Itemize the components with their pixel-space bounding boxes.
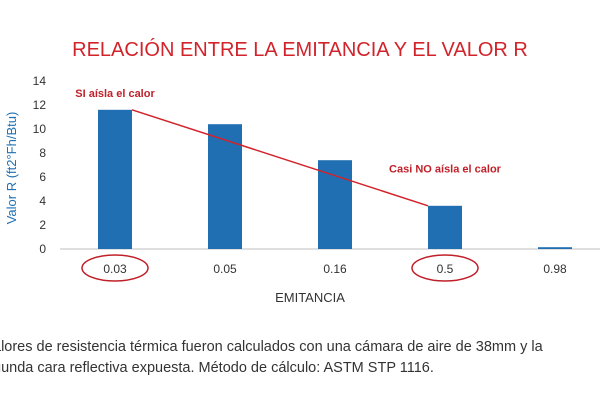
footnote: alores de resistencia térmica fueron cal…: [0, 337, 600, 379]
highlight-ellipse-0.03: [81, 254, 149, 282]
x-tick-label: 0.98: [543, 262, 567, 276]
bar-0.98: [538, 247, 572, 249]
x-tick-label: 0.16: [323, 262, 347, 276]
y-tick-label: 14: [33, 74, 47, 88]
y-tick-label: 0: [39, 242, 46, 256]
trend-line: [131, 109, 429, 207]
annotations: SI aísla el calor Casi NO aísla el calor: [75, 88, 501, 176]
y-tick-label: 4: [39, 194, 46, 208]
y-tick-label: 2: [39, 218, 46, 232]
bar-0.5: [428, 205, 462, 249]
y-tick-label: 8: [39, 146, 46, 160]
x-axis-ticks: 0.03 0.05 0.16 0.5 0.98: [103, 262, 567, 276]
y-axis-label: Valor R (ft2°Fh/Btu): [4, 112, 19, 225]
bar-0.16: [318, 160, 352, 249]
annotation-2: Casi NO aísla el calor: [389, 164, 502, 176]
bar-series: [98, 109, 572, 249]
footnote-line-2: gunda cara reflectiva expuesta. Método d…: [0, 360, 434, 376]
bar-0.05: [208, 124, 242, 249]
x-tick-label: 0.5: [437, 262, 454, 276]
y-tick-label: 10: [33, 122, 47, 136]
emittance-r-value-chart: RELACIÓN ENTRE LA EMITANCIA Y EL VALOR R…: [4, 38, 600, 305]
chart-title: RELACIÓN ENTRE LA EMITANCIA Y EL VALOR R: [72, 38, 528, 61]
x-axis-label: EMITANCIA: [275, 290, 345, 305]
annotation-1: SI aísla el calor: [75, 88, 155, 100]
y-axis-ticks: 0 2 4 6 8 10 12 14: [33, 74, 47, 256]
y-tick-label: 6: [39, 170, 46, 184]
x-tick-label: 0.03: [103, 262, 127, 276]
x-tick-label: 0.05: [213, 262, 237, 276]
bar-0.03: [98, 109, 132, 249]
y-tick-label: 12: [33, 98, 47, 112]
footnote-line-1: alores de resistencia térmica fueron cal…: [0, 339, 543, 355]
highlight-ellipse-0.5: [411, 254, 479, 282]
highlight-ellipses: [81, 254, 479, 282]
